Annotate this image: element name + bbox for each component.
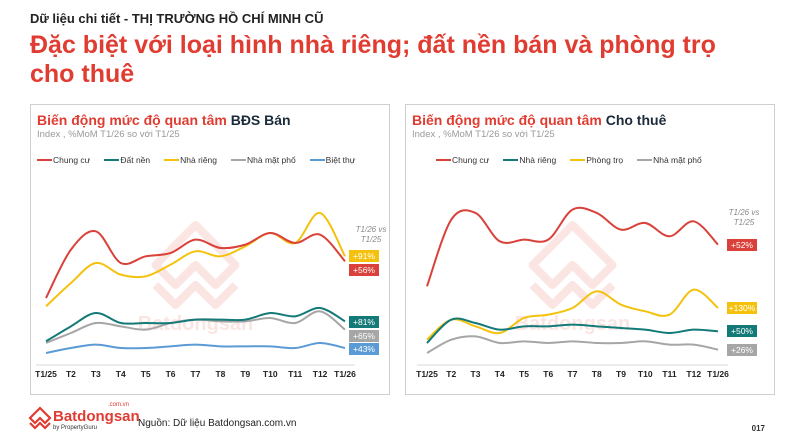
x-tick-label: T8 bbox=[215, 369, 225, 379]
chart-panel-rent: Biến động mức độ quan tâm Cho thuê Index … bbox=[405, 104, 775, 395]
legend-item: Phòng trọ bbox=[570, 155, 623, 165]
series-line bbox=[45, 306, 346, 343]
logo-name: Batdongsan bbox=[53, 408, 140, 425]
legend-label: Chung cư bbox=[53, 155, 91, 165]
x-tick-label: T3 bbox=[91, 369, 101, 379]
x-tick-label: T11 bbox=[288, 369, 302, 379]
change-badge: +130% bbox=[727, 302, 757, 314]
x-tick-label: T3 bbox=[471, 369, 481, 379]
legend-item: Biệt thự bbox=[309, 155, 356, 165]
chart-panel-sale: Biến động mức độ quan tâm BĐS Bán Index ,… bbox=[30, 104, 390, 395]
x-tick-label: T4 bbox=[116, 369, 126, 379]
x-tick-label: T5 bbox=[519, 369, 529, 379]
legend-label: Nhà mặt phố bbox=[247, 155, 296, 165]
change-badge: +65% bbox=[349, 330, 379, 342]
x-tick-label: T8 bbox=[592, 369, 602, 379]
legend-label: Chung cư bbox=[452, 155, 490, 165]
legend-item: Nhà riêng bbox=[164, 155, 217, 165]
change-badge: +91% bbox=[349, 250, 379, 262]
legend-label: Nhà mặt phố bbox=[653, 155, 702, 165]
legend-label: Nhà riêng bbox=[180, 155, 217, 165]
legend-item: Nhà mặt phố bbox=[231, 155, 296, 165]
legend-swatch bbox=[104, 159, 120, 161]
chart-title: Biến động mức độ quan tâm BĐS Bán bbox=[37, 112, 291, 128]
comparison-label: T1/26 vs T1/25 bbox=[355, 225, 387, 244]
line-plot: Batdongsan T1/25 T2 T3 T4 T5 T6 T7 T8 T9 T10 T11 T12… bbox=[35, 211, 356, 379]
series-line bbox=[426, 206, 719, 287]
change-badge: +52% bbox=[727, 239, 757, 251]
x-tick-label: T4 bbox=[495, 369, 505, 379]
chart-legend: Chung cư Đất nền Nhà riêng Nhà mặt phố Biệt … bbox=[37, 155, 355, 165]
page-title: Đặc biệt với loại hình nhà riêng; đất nề… bbox=[30, 31, 716, 88]
legend-swatch bbox=[164, 159, 180, 161]
x-tick-label: T2 bbox=[446, 369, 456, 379]
svg-text:Batdongsan: Batdongsan bbox=[138, 313, 254, 335]
chart-subtitle: Index , %MoM T1/26 so với T1/25 bbox=[37, 129, 180, 140]
watermark-logo: Batdongsan bbox=[515, 221, 630, 335]
legend-swatch bbox=[637, 159, 653, 161]
change-badge: +50% bbox=[727, 325, 757, 337]
line-plot: Batdongsan T1/25 T2 T3 T4 T5 T6 T7 T8 T9 T10 T11 T12… bbox=[416, 206, 729, 379]
change-badge: +81% bbox=[349, 316, 379, 328]
legend-label: Phòng trọ bbox=[586, 155, 624, 165]
change-badge: +56% bbox=[349, 264, 379, 276]
x-tick-label: T6 bbox=[166, 369, 176, 379]
batdongsan-logo: .com.vn Batdongsan by PropertyGuru bbox=[28, 402, 140, 437]
x-tick-label: T7 bbox=[191, 369, 201, 379]
legend-item: Nhà riêng bbox=[503, 155, 556, 165]
legend-item: Đất nền bbox=[104, 155, 150, 165]
logo-icon bbox=[28, 406, 52, 430]
series-line bbox=[45, 341, 346, 354]
watermark-logo: Batdongsan bbox=[138, 221, 254, 335]
series-line bbox=[426, 288, 719, 341]
series-line bbox=[426, 317, 719, 344]
chart-title-highlight: BĐS Bán bbox=[230, 112, 291, 128]
legend-swatch bbox=[436, 159, 451, 161]
change-badge: +43% bbox=[349, 343, 379, 355]
x-tick-label: T12 bbox=[313, 369, 328, 379]
series-line bbox=[45, 230, 346, 299]
x-tick-label: T7 bbox=[568, 369, 578, 379]
x-tick-label: T11 bbox=[662, 369, 676, 379]
x-tick-label: T1/26 bbox=[334, 369, 356, 379]
x-tick-label: T1/25 bbox=[35, 369, 57, 379]
chart-legend: Chung cư Nhà riêng Phòng trọ Nhà mặt phố bbox=[436, 155, 702, 165]
legend-swatch bbox=[503, 159, 519, 161]
x-tick-label: T6 bbox=[543, 369, 553, 379]
section-subtitle: Dữ liệu chi tiết - THỊ TRƯỜNG HỒ CHÍ MIN… bbox=[30, 11, 324, 26]
legend-label: Nhà riêng bbox=[519, 155, 557, 165]
legend-swatch bbox=[570, 159, 586, 161]
source-note: Nguồn: Dữ liệu Batdongsan.com.vn bbox=[138, 418, 297, 429]
chart-title-prefix: Biến động mức độ quan tâm bbox=[412, 112, 606, 128]
legend-swatch bbox=[37, 159, 52, 161]
x-tick-label: T1/25 bbox=[416, 369, 438, 379]
legend-item: Chung cư bbox=[37, 155, 90, 165]
x-tick-label: T10 bbox=[638, 369, 653, 379]
series-line bbox=[426, 335, 719, 354]
logo-by: by PropertyGuru bbox=[53, 425, 98, 431]
chart-subtitle: Index , %MoM T1/26 so với T1/25 bbox=[412, 129, 555, 140]
logo-domain: .com.vn bbox=[108, 402, 130, 408]
change-badge: +26% bbox=[727, 344, 757, 356]
legend-item: Chung cư bbox=[436, 155, 489, 165]
x-tick-label: T1/26 bbox=[707, 369, 729, 379]
chart-title-highlight: Cho thuê bbox=[605, 112, 667, 128]
chart-title: Biến động mức độ quan tâm Cho thuê bbox=[412, 112, 666, 128]
legend-item: Nhà mặt phố bbox=[637, 155, 702, 165]
chart-title-prefix: Biến động mức độ quan tâm bbox=[37, 112, 231, 128]
legend-swatch bbox=[231, 159, 246, 161]
comparison-label: T1/26 vs T1/25 bbox=[728, 208, 760, 227]
x-tick-label: T9 bbox=[616, 369, 626, 379]
x-tick-label: T2 bbox=[66, 369, 76, 379]
legend-swatch bbox=[309, 159, 325, 161]
x-tick-label: T10 bbox=[263, 369, 278, 379]
x-tick-label: T9 bbox=[240, 369, 250, 379]
legend-label: Đất nền bbox=[120, 155, 151, 165]
x-tick-label: T12 bbox=[686, 369, 701, 379]
page-number: 017 bbox=[751, 424, 765, 433]
x-tick-label: T5 bbox=[141, 369, 151, 379]
legend-label: Biệt thự bbox=[325, 155, 356, 165]
